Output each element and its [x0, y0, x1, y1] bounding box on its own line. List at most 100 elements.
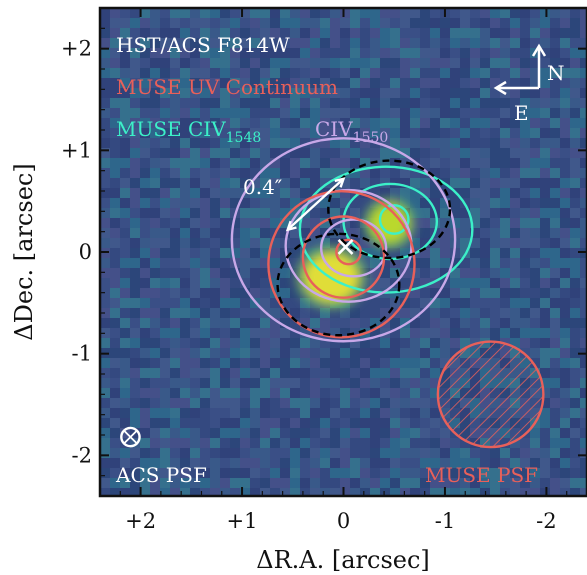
noise-pixel — [130, 268, 140, 278]
noise-pixel — [180, 58, 190, 68]
noise-pixel — [250, 188, 260, 198]
noise-pixel — [110, 198, 120, 208]
noise-pixel — [270, 488, 280, 496]
noise-pixel — [310, 398, 320, 408]
noise-pixel — [570, 178, 580, 188]
noise-pixel — [460, 298, 470, 308]
noise-pixel — [470, 188, 480, 198]
noise-pixel — [190, 228, 200, 238]
noise-pixel — [170, 138, 180, 148]
noise-pixel — [270, 78, 280, 88]
noise-pixel — [570, 298, 580, 308]
noise-pixel — [560, 68, 570, 78]
noise-pixel — [180, 318, 190, 328]
noise-pixel — [120, 348, 130, 358]
noise-pixel — [580, 288, 587, 298]
noise-pixel — [560, 158, 570, 168]
noise-pixel — [480, 468, 490, 478]
noise-pixel — [230, 38, 240, 48]
noise-pixel — [580, 38, 587, 48]
noise-pixel — [320, 308, 330, 318]
noise-pixel — [470, 78, 480, 88]
noise-pixel — [370, 348, 380, 358]
noise-pixel — [580, 478, 587, 488]
noise-pixel — [490, 258, 500, 268]
noise-pixel — [560, 468, 570, 478]
noise-pixel — [220, 408, 230, 418]
noise-pixel — [170, 378, 180, 388]
noise-pixel — [430, 248, 440, 258]
noise-pixel — [490, 78, 500, 88]
noise-pixel — [560, 328, 570, 338]
noise-pixel — [580, 258, 587, 268]
noise-pixel — [560, 368, 570, 378]
noise-pixel — [210, 58, 220, 68]
noise-pixel — [340, 98, 350, 108]
noise-pixel — [210, 378, 220, 388]
noise-pixel — [180, 328, 190, 338]
noise-pixel — [100, 198, 110, 208]
noise-pixel — [540, 118, 550, 128]
noise-pixel — [520, 448, 530, 458]
noise-pixel — [250, 88, 260, 98]
noise-pixel — [300, 178, 310, 188]
noise-pixel — [500, 198, 510, 208]
noise-pixel — [510, 8, 520, 18]
noise-pixel — [570, 348, 580, 358]
noise-pixel — [560, 408, 570, 418]
noise-pixel — [580, 438, 587, 448]
noise-pixel — [120, 298, 130, 308]
noise-pixel — [130, 158, 140, 168]
noise-pixel — [120, 288, 130, 298]
noise-pixel — [540, 248, 550, 258]
noise-pixel — [370, 428, 380, 438]
noise-pixel — [380, 418, 390, 428]
noise-pixel — [130, 98, 140, 108]
noise-pixel — [420, 358, 430, 368]
noise-pixel — [330, 118, 340, 128]
noise-pixel — [570, 328, 580, 338]
noise-pixel — [130, 328, 140, 338]
noise-pixel — [220, 438, 230, 448]
noise-pixel — [130, 298, 140, 308]
noise-pixel — [150, 258, 160, 268]
noise-pixel — [500, 258, 510, 268]
noise-pixel — [230, 108, 240, 118]
psf-markers — [120, 340, 545, 449]
noise-pixel — [400, 458, 410, 468]
noise-pixel — [470, 298, 480, 308]
noise-pixel — [420, 68, 430, 78]
noise-pixel — [360, 388, 370, 398]
noise-pixel — [450, 308, 460, 318]
noise-pixel — [140, 458, 150, 468]
noise-pixel — [550, 98, 560, 108]
noise-pixel — [230, 268, 240, 278]
noise-pixel — [180, 128, 190, 138]
noise-pixel — [220, 428, 230, 438]
noise-pixel — [200, 188, 210, 198]
noise-pixel — [280, 188, 290, 198]
noise-pixel — [230, 138, 240, 148]
noise-pixel — [270, 358, 280, 368]
noise-pixel — [120, 218, 130, 228]
noise-pixel — [500, 188, 510, 198]
noise-pixel — [330, 68, 340, 78]
noise-pixel — [170, 368, 180, 378]
noise-pixel — [410, 28, 420, 38]
noise-pixel — [300, 8, 310, 18]
noise-pixel — [460, 88, 470, 98]
noise-pixel — [350, 168, 360, 178]
noise-pixel — [150, 238, 160, 248]
noise-pixel — [150, 98, 160, 108]
noise-pixel — [570, 488, 580, 496]
noise-pixel — [280, 408, 290, 418]
noise-pixel — [370, 458, 380, 468]
noise-pixel — [440, 338, 450, 348]
noise-pixel — [320, 468, 330, 478]
noise-pixel — [530, 88, 540, 98]
noise-pixel — [410, 368, 420, 378]
noise-pixel — [240, 358, 250, 368]
noise-pixel — [420, 428, 430, 438]
noise-pixel — [570, 68, 580, 78]
noise-pixel — [250, 378, 260, 388]
